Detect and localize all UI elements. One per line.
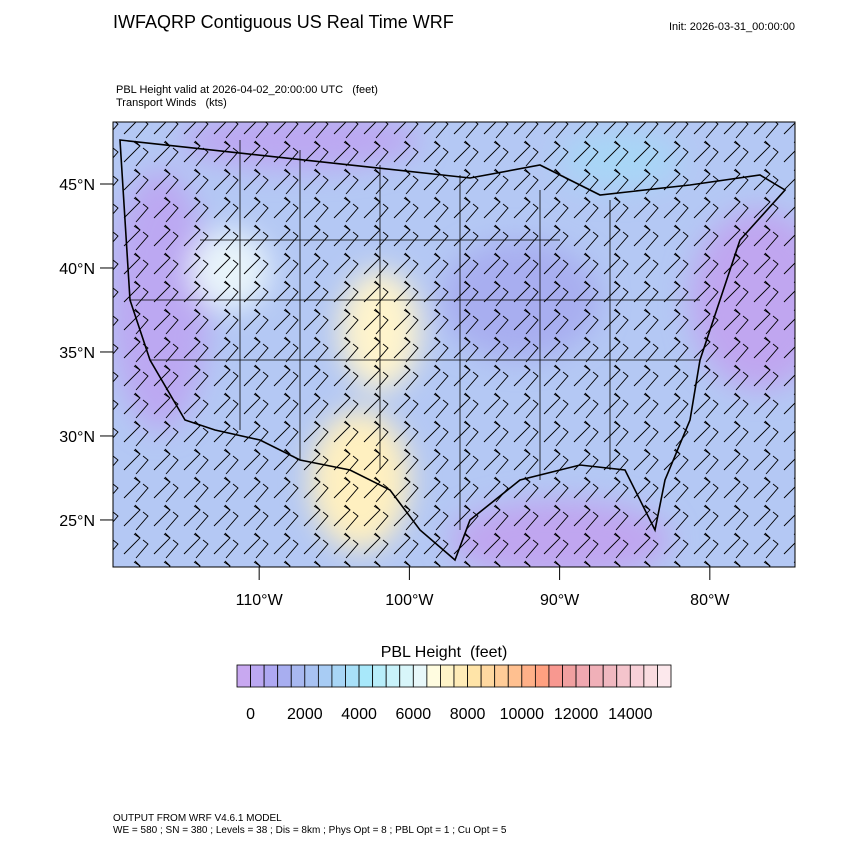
colorbar-box xyxy=(277,664,292,688)
colorbar-box xyxy=(521,664,536,688)
colorbar-box xyxy=(426,664,441,688)
colorbar-box xyxy=(236,664,251,688)
colorbar-box xyxy=(317,664,333,688)
colorbar-box xyxy=(562,664,577,688)
colorbar-box xyxy=(534,664,550,688)
colorbar-box xyxy=(467,664,482,688)
colorbar-box xyxy=(331,664,346,688)
title: IWFAQRP Contiguous US Real Time WRF xyxy=(113,12,454,32)
colorbar-box xyxy=(480,664,496,688)
subtitle: Transport Winds (kts) xyxy=(116,97,227,109)
colorbar-box xyxy=(643,664,658,688)
init-time: Init: 2026-03-31_00:00:00 xyxy=(669,21,795,33)
colorbar-tick-label: 6000 xyxy=(396,706,432,723)
map xyxy=(113,122,795,567)
colorbar-tick-label: 12000 xyxy=(554,706,599,723)
colorbar-box xyxy=(345,664,360,688)
colorbar-box xyxy=(304,664,319,688)
lat-tick-label: 30°N xyxy=(59,429,95,446)
lat-tick-label: 35°N xyxy=(59,345,95,362)
lat-tick-label: 25°N xyxy=(59,513,95,530)
map-frame xyxy=(112,121,796,568)
colorbar-tick-label: 10000 xyxy=(500,706,545,723)
colorbar-box xyxy=(250,664,265,688)
colorbar-box xyxy=(548,664,563,688)
colorbar-box xyxy=(507,664,523,688)
lon-tick-label: 80°W xyxy=(690,592,730,609)
colorbar-tick-label: 8000 xyxy=(450,706,486,723)
lon-tick-label: 100°W xyxy=(385,592,434,609)
colorbar-box xyxy=(589,664,604,688)
lat-tick-label: 45°N xyxy=(59,177,95,194)
colorbar-box xyxy=(399,664,414,688)
subtitle: PBL Height valid at 2026-04-02_20:00:00 … xyxy=(116,84,378,96)
colorbar-box xyxy=(657,664,672,688)
lon-tick-label: 110°W xyxy=(236,592,284,609)
footer: OUTPUT FROM WRF V4.6.1 MODEL xyxy=(113,813,282,824)
colorbar-box xyxy=(263,664,279,688)
colorbar-box xyxy=(372,664,387,688)
colorbar-box xyxy=(602,664,618,688)
footer: WE = 580 ; SN = 380 ; Levels = 38 ; Dis … xyxy=(113,825,507,836)
colorbar-tick-label: 14000 xyxy=(608,706,653,723)
lon-tick-label: 90°W xyxy=(540,592,580,609)
colorbar-box xyxy=(575,664,591,688)
colorbar-tick-label: 0 xyxy=(246,706,255,723)
colorbar-box xyxy=(629,664,645,688)
colorbar-box xyxy=(616,664,631,688)
colorbar-tick-label: 2000 xyxy=(287,706,323,723)
colorbar-box xyxy=(440,664,455,688)
colorbar-tick-label: 4000 xyxy=(341,706,377,723)
colorbar-box xyxy=(494,664,509,688)
colorbar-box xyxy=(412,664,428,688)
colorbar-box xyxy=(358,664,374,688)
colorbar-box xyxy=(385,664,401,688)
colorbar-box xyxy=(453,664,468,688)
lat-tick-label: 40°N xyxy=(59,261,95,278)
colorbar-box xyxy=(290,664,306,688)
colorbar-title: PBL Height (feet) xyxy=(381,644,508,661)
